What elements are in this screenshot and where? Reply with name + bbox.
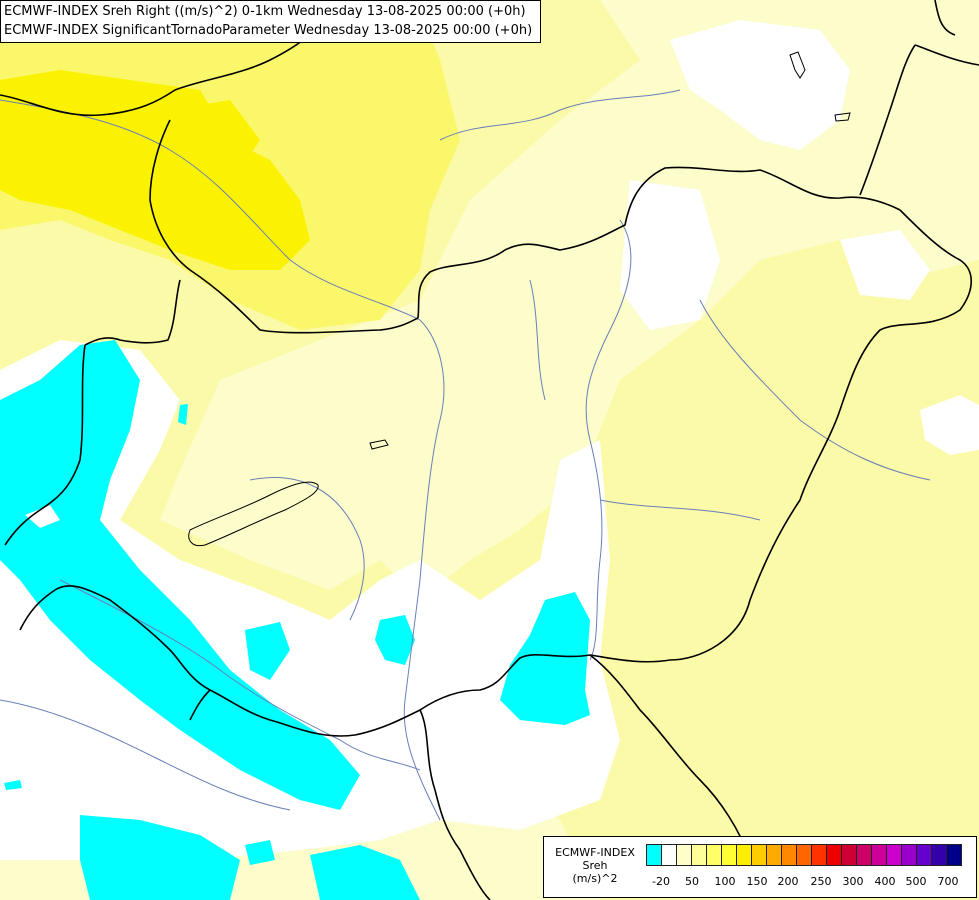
legend-swatch: [691, 844, 707, 866]
legend-ticks: -20 50 100 150 200 250 300 400 500 700: [544, 875, 978, 889]
legend-swatch: [871, 844, 887, 866]
border-east-north: [914, 0, 979, 66]
legend-tick-label: 150: [746, 875, 768, 888]
river-danube: [0, 99, 445, 821]
legend-swatch: [676, 844, 692, 866]
lake-small: [369, 439, 389, 450]
cyan-area-south: [310, 845, 420, 900]
title-line-2: ECMWF-INDEX SignificantTornadoParameter …: [4, 23, 533, 38]
legend-tick-label: 250: [810, 875, 832, 888]
legend-tick-label: -20: [652, 875, 670, 888]
legend-swatch: [841, 844, 857, 866]
legend-swatch: [661, 844, 677, 866]
white-area-east: [840, 230, 930, 300]
map-title-box: ECMWF-INDEX Sreh Right ((m/s)^2) 0-1km W…: [0, 0, 541, 43]
border-hungary-ukraine-romania: [669, 209, 973, 661]
legend-tick-label: 400: [874, 875, 896, 888]
white-area-center: [620, 180, 720, 330]
legend-swatch: [646, 844, 662, 866]
legend-swatch: [766, 844, 782, 866]
legend-title: ECMWF-INDEX Sreh (m/s)^2: [549, 846, 641, 885]
river-drava: [59, 579, 421, 771]
river-north: [439, 89, 681, 141]
lake-north: [789, 51, 806, 79]
legend-swatch: [811, 844, 827, 866]
river-branch-3: [249, 477, 365, 621]
legend-variable: Sreh: [582, 859, 608, 872]
cyan-area-west: [0, 340, 360, 810]
bright-yellow-area: [0, 70, 310, 270]
river-sava: [0, 699, 291, 811]
border-croatia-slovenia: [4, 344, 86, 546]
rivers: [0, 89, 931, 821]
border-slovakia-poland: [859, 44, 916, 196]
legend-tick-label: 700: [937, 875, 959, 888]
legend-swatch: [901, 844, 917, 866]
legend-tick-label: 200: [777, 875, 799, 888]
cyan-patch-south: [245, 840, 275, 865]
white-area-south: [0, 340, 620, 860]
border-slovakia-north: [149, 119, 419, 334]
cyan-area-southwest: [80, 815, 240, 900]
legend-tick-label: 300: [842, 875, 864, 888]
border-hungary-slovakia: [417, 166, 901, 319]
legend-tick-label: 50: [685, 875, 699, 888]
legend-swatch: [751, 844, 767, 866]
river-branch-2: [599, 499, 761, 521]
legend-swatch: [916, 844, 932, 866]
river-tisza: [585, 219, 632, 661]
lake-north-2: [834, 112, 851, 122]
legend-tick-label: 500: [905, 875, 927, 888]
border-hungary-croatia: [54, 585, 421, 737]
legend-swatch: [721, 844, 737, 866]
cyan-area-center: [500, 592, 590, 725]
cyan-area-small: [245, 622, 290, 680]
cyan-patch-tiny: [4, 780, 22, 790]
legend-swatch: [796, 844, 812, 866]
legend-unit: (m/s)^2: [572, 872, 618, 885]
cyan-area-lake: [375, 615, 415, 665]
lake-balaton: [188, 481, 319, 547]
legend-swatch: [736, 844, 752, 866]
border-austria-czech: [0, 0, 341, 117]
border-romania-serbia: [589, 654, 751, 861]
legend-swatch: [826, 844, 842, 866]
legend-swatch: [886, 844, 902, 866]
color-legend: ECMWF-INDEX Sreh (m/s)^2 -20 50 100 150 200 2…: [543, 836, 977, 898]
cyan-patch-small: [178, 404, 188, 425]
title-line-1: ECMWF-INDEX Sreh Right ((m/s)^2) 0-1km W…: [4, 4, 526, 19]
border-bosnia: [19, 589, 211, 721]
border-serbia-south: [419, 709, 491, 900]
legend-swatch: [781, 844, 797, 866]
border-hungary-austria: [84, 279, 181, 346]
legend-swatch: [946, 844, 962, 866]
legend-swatch: [706, 844, 722, 866]
legend-swatches: [646, 844, 962, 866]
white-hole: [25, 505, 60, 528]
legend-tick-label: 100: [714, 875, 736, 888]
legend-swatch: [931, 844, 947, 866]
river-branch-1: [529, 279, 546, 401]
white-area-right: [920, 395, 979, 455]
bright-yellow-patch: [170, 100, 260, 170]
river-east: [699, 299, 931, 481]
legend-swatch: [856, 844, 872, 866]
border-hungary-serbia: [419, 653, 671, 711]
white-area-north: [670, 20, 850, 150]
legend-source: ECMWF-INDEX: [555, 846, 635, 859]
